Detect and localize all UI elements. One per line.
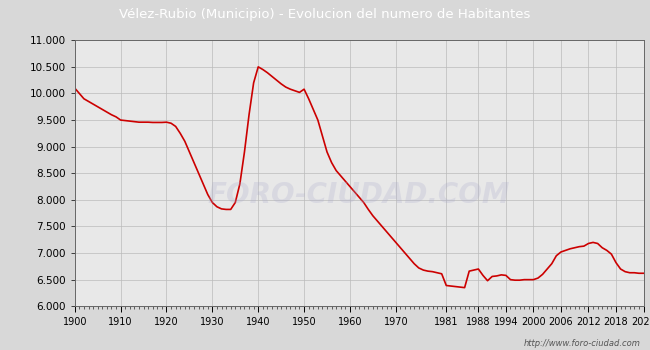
Text: Vélez-Rubio (Municipio) - Evolucion del numero de Habitantes: Vélez-Rubio (Municipio) - Evolucion del … xyxy=(120,8,530,21)
Text: http://www.foro-ciudad.com: http://www.foro-ciudad.com xyxy=(523,339,640,348)
Text: FORO-CIUDAD.COM: FORO-CIUDAD.COM xyxy=(208,181,510,209)
